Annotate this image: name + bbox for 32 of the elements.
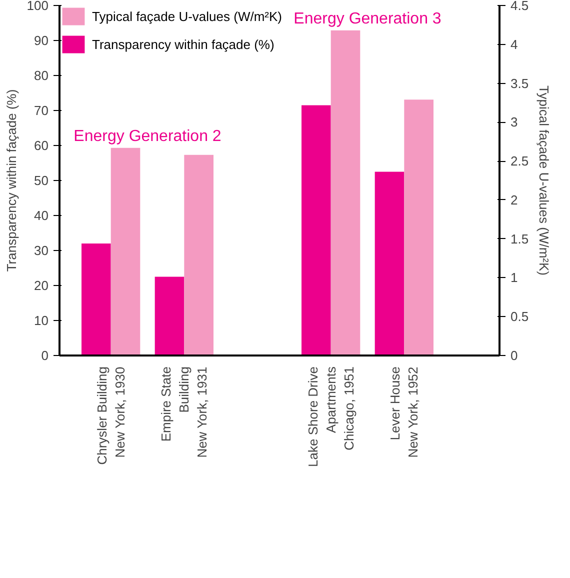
y-tick-label: 70 [34,103,49,118]
y2-tick-label: 0.5 [510,309,529,324]
y2-tick-label: 4.5 [510,0,529,13]
y-tick-label: 90 [34,33,49,48]
legend-label: Transparency within façade (%) [92,36,274,52]
x-tick-label: Empire State Building New York, 1931 [158,366,210,458]
y2-tick-label: 1.5 [510,231,529,246]
y2-tick-label: 2 [510,192,518,208]
y-tick-label: 40 [34,208,49,223]
y-tick-label: 100 [26,0,49,13]
y2-tick-label: 0 [510,348,518,363]
y2-tick-label: 3 [510,114,518,130]
bar [184,154,214,356]
y2-tick-label: 4 [510,36,518,52]
y-tick-label: 80 [34,68,49,83]
annotation: Energy Generation 3 [294,10,442,28]
y2-tick-label: 1 [510,270,518,286]
x-tick-label: Lever House New York, 1952 [388,366,421,458]
x-tick-label: Lake Shore Drive Apartments Chicago, 1951 [305,366,356,467]
y-tick-label: 0 [41,348,49,363]
y-tick-label: 20 [34,278,49,293]
legend-label: Typical façade U-values (W/m²K) [92,8,282,24]
y2-axis-title: Typical façade U-values (W/m²K) [536,86,552,276]
y2-tick-label: 3.5 [510,76,529,91]
y-tick-label: 60 [34,138,49,153]
y-tick-label: 30 [34,243,49,258]
y-tick-label: 10 [34,313,49,328]
y-axis-title: Transparency within façade (%) [4,89,19,272]
y2-tick-label: 2.5 [510,154,529,169]
annotation: Energy Generation 2 [74,128,222,145]
y-tick-label: 50 [34,173,49,188]
x-tick-label: Chrysler Building New York, 1930 [94,366,128,465]
